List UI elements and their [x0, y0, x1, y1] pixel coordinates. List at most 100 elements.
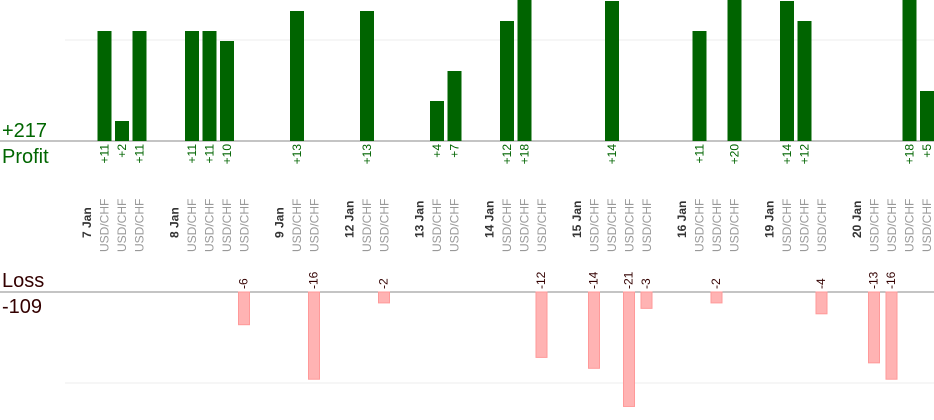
pair-label: USD/CHF: [623, 199, 637, 252]
profit-bar: [780, 1, 794, 141]
profit-bar: [500, 21, 514, 141]
profit-value-label: +14: [605, 144, 619, 165]
profit-value-label: +14: [780, 144, 794, 165]
loss-total: -109: [2, 296, 43, 318]
date-label: 19 Jan: [763, 201, 777, 238]
profit-bar: [902, 0, 917, 141]
profit-value-label: +11: [98, 144, 112, 164]
pair-label: USD/CHF: [500, 199, 514, 252]
profit-value-label: +20: [728, 144, 742, 165]
pair-label: USD/CHF: [185, 199, 199, 252]
profit-total: +217: [2, 120, 48, 142]
profit-bar: [517, 0, 532, 141]
profit-value-label: +11: [203, 144, 217, 164]
loss-label: Loss: [2, 270, 45, 292]
profit-bar: [185, 31, 199, 141]
pair-label: USD/CHF: [430, 199, 444, 252]
profit-value-label: +4: [430, 144, 444, 158]
date-label: 15 Jan: [570, 201, 584, 238]
loss-value-label: -13: [867, 271, 881, 289]
pair-label: USD/CHF: [903, 199, 917, 252]
date-label: 14 Jan: [483, 201, 497, 238]
profit-value-label: +11: [133, 144, 147, 164]
pair-label: USD/CHF: [605, 199, 619, 252]
profit-value-label: +7: [448, 144, 462, 158]
pair-label: USD/CHF: [238, 199, 252, 252]
pair-label: USD/CHF: [378, 199, 392, 252]
profit-value-label: +13: [290, 144, 304, 165]
profit-value-label: +5: [920, 144, 934, 158]
profit-bar: [290, 11, 304, 141]
loss-value-label: -2: [377, 278, 391, 289]
loss-value-label: -3: [639, 278, 653, 289]
pair-label: USD/CHF: [133, 199, 147, 252]
profit-bar: [920, 91, 934, 141]
date-label: 20 Jan: [850, 201, 864, 238]
profit-bar: [360, 11, 374, 141]
loss-value-label: -4: [814, 278, 828, 289]
profit-value-label: +11: [693, 144, 707, 164]
loss-value-label: -21: [622, 271, 636, 289]
pair-label: USD/CHF: [308, 199, 322, 252]
loss-value-label: -6: [237, 278, 251, 289]
pair-label: USD/CHF: [98, 199, 112, 252]
loss-bar: [640, 291, 653, 309]
profit-value-label: +10: [220, 144, 234, 165]
pair-label: USD/CHF: [115, 199, 129, 252]
profit-bar: [447, 71, 462, 141]
pair-label: USD/CHF: [693, 199, 707, 252]
profit-bar: [132, 31, 147, 141]
date-label: 13 Jan: [413, 201, 427, 238]
profit-value-label: +12: [500, 144, 514, 165]
loss-bar: [710, 291, 723, 304]
date-label: 12 Jan: [343, 201, 357, 238]
loss-value-label: -14: [587, 271, 601, 289]
pair-label: USD/CHF: [815, 199, 829, 252]
pair-label: USD/CHF: [710, 199, 724, 252]
pair-label: USD/CHF: [290, 199, 304, 252]
profit-bar: [797, 21, 812, 141]
profit-bar: [692, 31, 707, 141]
pair-label: USD/CHF: [360, 199, 374, 252]
profit-value-label: +2: [115, 144, 129, 158]
pair-label: USD/CHF: [588, 199, 602, 252]
profit-bar: [430, 101, 444, 141]
profit-value-label: +12: [798, 144, 812, 165]
profit-bar: [727, 0, 742, 141]
pair-label: USD/CHF: [780, 199, 794, 252]
profit-bar: [220, 41, 234, 141]
loss-bar: [815, 291, 828, 315]
profit-value-label: +13: [360, 144, 374, 165]
pair-label: USD/CHF: [448, 199, 462, 252]
pair-label: USD/CHF: [868, 199, 882, 252]
profit-bar: [605, 1, 619, 141]
pair-label: USD/CHF: [728, 199, 742, 252]
profit-value-label: +11: [185, 144, 199, 164]
pair-label: USD/CHF: [798, 199, 812, 252]
pair-label: USD/CHF: [640, 199, 654, 252]
loss-value-label: -2: [709, 278, 723, 289]
loss-value-label: -16: [307, 271, 321, 289]
profit-bar: [97, 31, 112, 141]
loss-bar: [623, 291, 635, 407]
profit-value-label: +18: [518, 144, 532, 165]
date-label: 7 Jan: [80, 207, 94, 238]
loss-bar: [535, 291, 548, 358]
profit-value-label: +18: [903, 144, 917, 165]
pair-label: USD/CHF: [518, 199, 532, 252]
loss-bar: [238, 291, 250, 326]
pair-label: USD/CHF: [920, 199, 934, 252]
profit-bar: [115, 121, 129, 141]
profit-label: Profit: [2, 146, 49, 168]
pair-label: USD/CHF: [535, 199, 549, 252]
loss-bar: [868, 291, 880, 364]
pair-label: USD/CHF: [220, 199, 234, 252]
date-label: 9 Jan: [273, 207, 287, 238]
loss-bar: [588, 291, 600, 369]
pair-label: USD/CHF: [885, 199, 899, 252]
date-label: 16 Jan: [675, 201, 689, 238]
loss-bar: [378, 291, 390, 304]
loss-bar: [885, 291, 898, 380]
date-label: 8 Jan: [168, 207, 182, 238]
